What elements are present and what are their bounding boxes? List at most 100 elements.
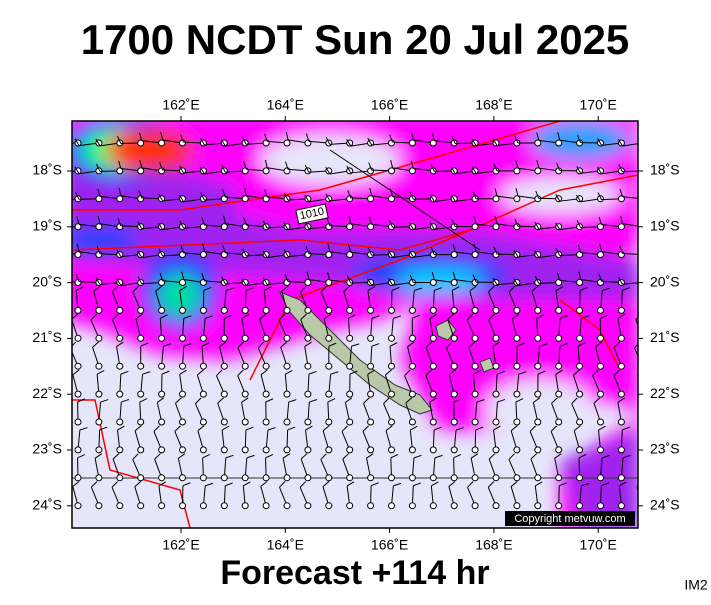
barb-station [117, 475, 123, 481]
barb-station [200, 280, 206, 286]
barb-station [326, 447, 332, 453]
barb-station [430, 363, 436, 369]
barb-station [242, 503, 248, 509]
barb-station [639, 252, 645, 258]
barb-station [577, 391, 583, 397]
barb-station [472, 363, 478, 369]
barb-station [326, 419, 332, 425]
barb-station [451, 503, 457, 509]
barb-station [368, 363, 374, 369]
barb-station [221, 391, 227, 397]
barb-station [451, 363, 457, 369]
barb-station [577, 475, 583, 481]
barb-station [598, 503, 604, 509]
barb-station [159, 419, 165, 425]
barb-station [409, 419, 415, 425]
barb-station [535, 363, 541, 369]
barb-station [96, 224, 102, 230]
barb-station [242, 224, 248, 230]
lat-label: 21˚S [32, 329, 62, 345]
barb-station [556, 335, 562, 341]
lon-label: 168˚E [475, 537, 512, 553]
barb-station [598, 391, 604, 397]
map-field: 1010 Copyright metvuw.com [54, 110, 652, 530]
barb-station [200, 475, 206, 481]
barb-station [514, 447, 520, 453]
barb-station [96, 363, 102, 369]
barb-station [159, 363, 165, 369]
barb-station [514, 475, 520, 481]
barb-station [263, 307, 269, 313]
barb-station [493, 307, 499, 313]
barb-station [514, 503, 520, 509]
barb-station [242, 447, 248, 453]
barb-station [472, 307, 478, 313]
barb-station [117, 503, 123, 509]
barb-station [200, 252, 206, 258]
barb-station [389, 391, 395, 397]
barb-station [368, 391, 374, 397]
copyright: Copyright metvuw.com [514, 513, 625, 525]
barb-station [180, 391, 186, 397]
barb-station [75, 307, 81, 313]
barb-station [221, 419, 227, 425]
barb-station [493, 419, 499, 425]
barb-station [75, 475, 81, 481]
barb-station [159, 335, 165, 341]
lon-label: 170˚E [580, 97, 617, 113]
barb-station [472, 447, 478, 453]
barb-station [493, 363, 499, 369]
barb-station [556, 447, 562, 453]
title: 1700 NCDT Sun 20 Jul 2025 [81, 16, 630, 63]
barb-station [430, 335, 436, 341]
barb-station [75, 419, 81, 425]
barb-station [368, 475, 374, 481]
barb-station [263, 419, 269, 425]
barb-station [347, 475, 353, 481]
barb-station [242, 307, 248, 313]
barb-station [535, 307, 541, 313]
barb-station [263, 447, 269, 453]
barb-station [368, 419, 374, 425]
barb-station [535, 503, 541, 509]
barb-station [472, 419, 478, 425]
barb-station [96, 475, 102, 481]
barb-station [221, 307, 227, 313]
barb-station [409, 140, 415, 146]
barb-station [263, 363, 269, 369]
barb-station [200, 447, 206, 453]
barb-station [409, 503, 415, 509]
barb-station [451, 335, 457, 341]
barb-station [96, 391, 102, 397]
lat-label: 20˚S [650, 273, 680, 289]
barb-station [284, 335, 290, 341]
barb-station [117, 391, 123, 397]
barb-station [284, 168, 290, 174]
barb-station [598, 307, 604, 313]
barb-station [242, 475, 248, 481]
barb-station [200, 363, 206, 369]
barb-station [409, 307, 415, 313]
barb-station [263, 391, 269, 397]
barb-station [618, 503, 624, 509]
barb-station [430, 419, 436, 425]
barb-station [389, 307, 395, 313]
barb-station [598, 335, 604, 341]
barb-station [514, 196, 520, 202]
lat-label: 21˚S [650, 329, 680, 345]
barb-station [409, 335, 415, 341]
barb-station [96, 307, 102, 313]
barb-station [598, 280, 604, 286]
barb-station [138, 168, 144, 174]
barb-station [556, 307, 562, 313]
barb-station [159, 307, 165, 313]
barb-station [618, 447, 624, 453]
barb-station [138, 419, 144, 425]
barb-station [117, 196, 123, 202]
barb-station [493, 391, 499, 397]
barb-station [472, 252, 478, 258]
barb-station [138, 307, 144, 313]
barb-station [514, 419, 520, 425]
barb-station [368, 503, 374, 509]
